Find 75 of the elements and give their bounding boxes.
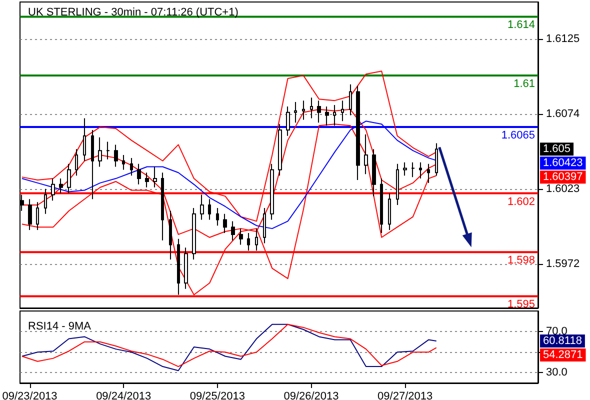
candlestick bbox=[153, 166, 157, 188]
text: 1.605 bbox=[543, 143, 571, 156]
text: RSI14 - 9MA bbox=[28, 320, 92, 332]
candlestick bbox=[231, 220, 235, 241]
candlestick bbox=[396, 163, 399, 206]
text: 60.8118 bbox=[543, 335, 582, 348]
candlestick bbox=[255, 228, 258, 252]
chart-title: UK STERLING - 30min - 07:11:26 (UTC+1) bbox=[28, 6, 238, 18]
candlestick bbox=[161, 172, 164, 241]
candlestick bbox=[98, 136, 102, 168]
candlestick bbox=[91, 129, 94, 200]
candlestick bbox=[36, 202, 39, 231]
candlestick bbox=[325, 106, 329, 126]
candlestick bbox=[67, 163, 71, 194]
candlestick bbox=[106, 141, 110, 160]
candlestick bbox=[302, 100, 305, 120]
candlestick bbox=[419, 162, 422, 180]
candlestick bbox=[380, 178, 383, 234]
text: 1.60397 bbox=[543, 171, 583, 184]
ref-line-label: 1.614 bbox=[507, 19, 535, 32]
candlestick bbox=[130, 157, 133, 176]
x-tick-label: 09/27/2013 bbox=[378, 390, 433, 400]
candlestick bbox=[145, 172, 149, 188]
candlestick bbox=[169, 210, 172, 260]
candlestick bbox=[263, 207, 266, 244]
candlestick bbox=[411, 162, 415, 178]
candlestick bbox=[208, 198, 211, 220]
candlestick bbox=[270, 163, 274, 220]
ref-line-label: 1.6065 bbox=[501, 130, 535, 142]
candlestick bbox=[403, 162, 407, 176]
candlestick bbox=[317, 100, 321, 124]
candlestick bbox=[239, 228, 243, 246]
candlestick bbox=[341, 100, 344, 122]
candlestick bbox=[114, 144, 118, 168]
candlestick bbox=[286, 106, 290, 136]
ref-line-label: 1.602 bbox=[507, 196, 535, 208]
y-tick-label: 1.5972 bbox=[546, 258, 580, 270]
candlestick bbox=[310, 97, 313, 119]
candlestick bbox=[59, 178, 63, 194]
candlestick bbox=[349, 84, 352, 116]
candlestick bbox=[356, 85, 360, 181]
text: 1.60423 bbox=[543, 157, 583, 170]
candlestick bbox=[333, 104, 336, 126]
candlestick bbox=[216, 207, 219, 226]
candlestick bbox=[223, 213, 227, 234]
x-tick-label: 09/24/2013 bbox=[96, 390, 152, 400]
y-tick-label: 1.6074 bbox=[546, 108, 580, 120]
ref-line-label: 1.598 bbox=[507, 254, 535, 267]
candlestick bbox=[28, 198, 32, 231]
candlestick bbox=[435, 142, 438, 176]
candlestick bbox=[294, 102, 297, 124]
candlestick bbox=[192, 207, 196, 260]
candlestick bbox=[75, 148, 78, 176]
x-tick-label: 09/26/2013 bbox=[284, 390, 339, 400]
candlestick bbox=[200, 194, 204, 220]
candlestick bbox=[247, 232, 250, 252]
y-tick-label: 1.6023 bbox=[546, 182, 580, 195]
candlestick bbox=[364, 134, 368, 175]
candlestick bbox=[388, 192, 391, 231]
text: 54.2871 bbox=[543, 349, 583, 362]
candlestick bbox=[137, 163, 141, 185]
y-tick-label: 30.0 bbox=[546, 366, 568, 379]
candlestick bbox=[427, 163, 430, 184]
x-tick-label: 09/23/2013 bbox=[2, 390, 58, 400]
candlestick bbox=[83, 118, 86, 162]
candlestick bbox=[278, 124, 282, 176]
candlestick bbox=[184, 247, 188, 290]
candlestick bbox=[177, 238, 180, 296]
candlestick bbox=[44, 188, 47, 214]
candlestick bbox=[372, 148, 376, 197]
x-tick-label: 09/25/2013 bbox=[190, 390, 245, 400]
candlestick bbox=[122, 154, 125, 170]
candlestick bbox=[51, 178, 55, 202]
y-tick-label: 1.6125 bbox=[546, 32, 580, 45]
ref-line-label: 1.61 bbox=[514, 78, 535, 90]
